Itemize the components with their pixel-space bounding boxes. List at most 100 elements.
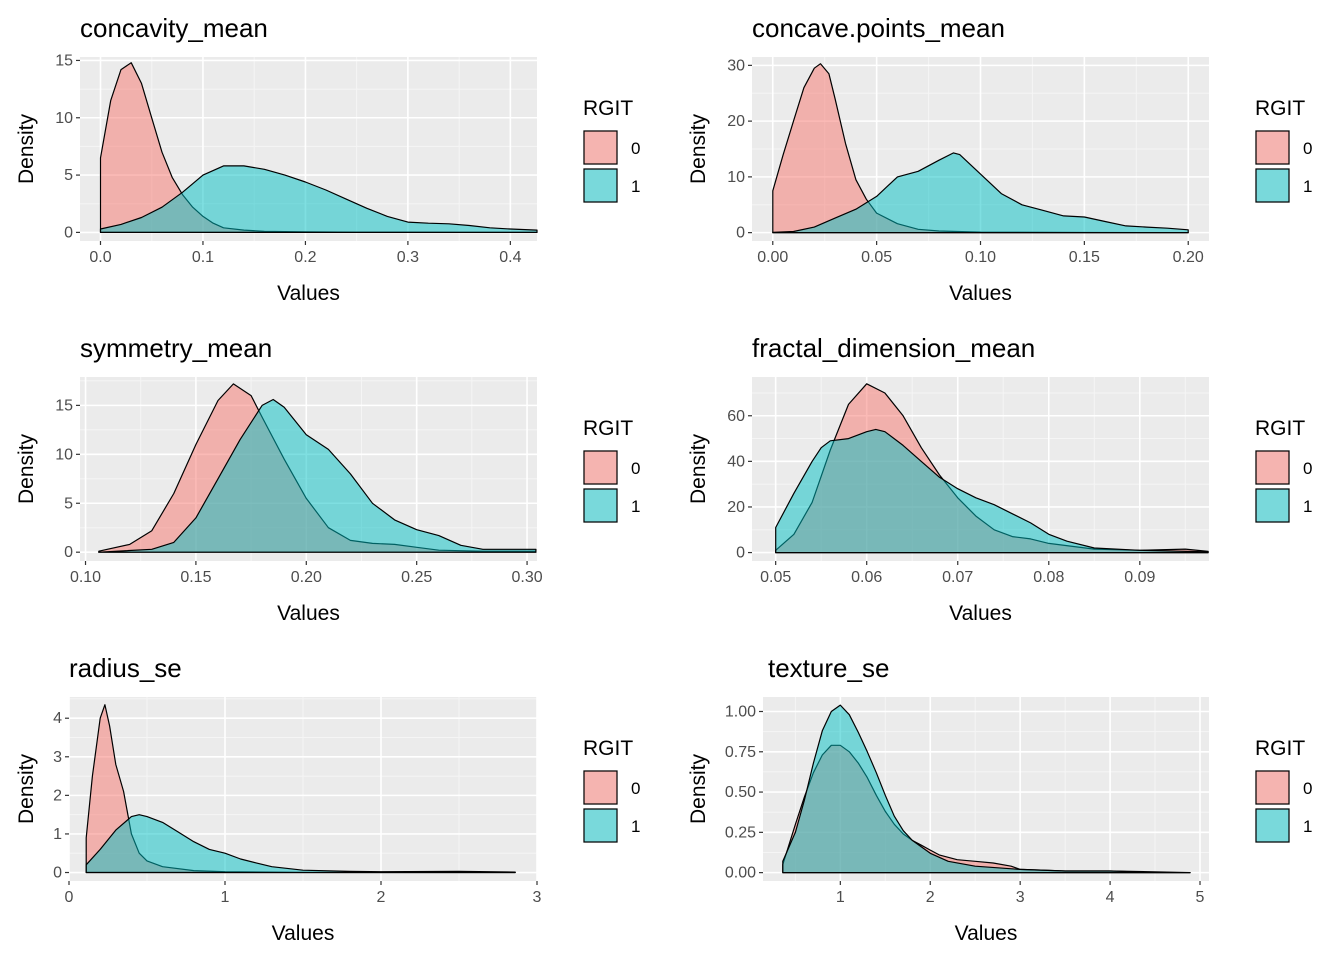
y-tick-label: 3 (53, 749, 62, 766)
x-axis-label: Values (272, 922, 335, 945)
y-tick-label: 15 (55, 397, 73, 414)
legend-title: RGIT (583, 737, 633, 760)
legend-label-0: 0 (631, 779, 640, 798)
legend-swatch-0 (1255, 450, 1290, 485)
x-tick-label: 0.15 (180, 569, 211, 586)
legend-label-1: 1 (1303, 497, 1312, 516)
legend: RGIT 0 1 (1255, 417, 1312, 523)
chart-title: radius_se (69, 653, 182, 683)
legend-label-1: 1 (631, 177, 640, 196)
legend: RGIT 0 1 (1255, 737, 1312, 843)
y-tick-label: 15 (55, 52, 73, 69)
density-area-1 (782, 704, 1191, 874)
y-tick-label: 4 (53, 710, 62, 727)
legend-title: RGIT (1255, 737, 1305, 760)
x-tick-label: 0.25 (401, 569, 432, 586)
x-axis-label: Values (949, 282, 1012, 305)
y-tick-label: 0.50 (725, 784, 756, 801)
legend-label-1: 1 (631, 817, 640, 836)
x-tick-label: 2 (377, 889, 386, 906)
legend: RGIT 0 1 (583, 737, 640, 843)
x-tick-label: 0.20 (291, 569, 322, 586)
chart-panel-fractal_dimension_mean: 0.05 0.06 0.07 0.08 0.09 0 20 40 60 fractal_dimen… (687, 333, 1312, 625)
x-tick-label: 0.08 (1033, 569, 1064, 586)
x-tick-label: 0.05 (861, 249, 892, 266)
x-axis-label: Values (949, 602, 1012, 625)
x-tick-label: 4 (1106, 889, 1115, 906)
y-tick-label: 5 (64, 167, 73, 184)
x-axis-label: Values (277, 282, 340, 305)
legend-title: RGIT (583, 417, 633, 440)
legend-swatch-1 (583, 168, 618, 203)
legend-label-1: 1 (1303, 177, 1312, 196)
legend-swatch-1 (1255, 168, 1290, 203)
y-tick-label: 0 (736, 545, 745, 562)
legend-swatch-0 (583, 770, 618, 805)
chart-title: concavity_mean (80, 13, 268, 43)
legend-swatch-0 (583, 450, 618, 485)
x-tick-label: 0.3 (397, 249, 419, 266)
x-tick-label: 0.10 (70, 569, 101, 586)
density-area-1 (98, 398, 537, 553)
legend-label-0: 0 (631, 459, 640, 478)
y-tick-label: 0.75 (725, 744, 756, 761)
legend: RGIT 0 1 (583, 97, 640, 203)
y-axis-label: Density (15, 433, 38, 504)
x-tick-label: 1 (221, 889, 230, 906)
y-tick-label: 40 (727, 453, 745, 470)
x-tick-label: 0.30 (511, 569, 542, 586)
legend-swatch-0 (583, 130, 618, 165)
y-tick-label: 60 (727, 408, 745, 425)
y-tick-label: 0.25 (725, 824, 756, 841)
x-tick-label: 0.05 (760, 569, 791, 586)
x-tick-label: 0.2 (294, 249, 316, 266)
chart-title: fractal_dimension_mean (752, 333, 1035, 363)
y-tick-label: 10 (55, 446, 73, 463)
y-tick-label: 20 (727, 499, 745, 516)
x-axis-label: Values (955, 922, 1018, 945)
x-tick-label: 1 (836, 889, 845, 906)
legend-label-0: 0 (1303, 459, 1312, 478)
x-tick-label: 0.09 (1124, 569, 1155, 586)
y-tick-label: 0 (736, 225, 745, 242)
chart-panel-symmetry_mean: 0.10 0.15 0.20 0.25 0.30 0 5 10 15 symmetry_mean V… (15, 333, 640, 625)
x-axis-label: Values (277, 602, 340, 625)
y-tick-label: 5 (64, 495, 73, 512)
x-tick-label: 5 (1196, 889, 1205, 906)
legend-label-1: 1 (631, 497, 640, 516)
legend-swatch-1 (1255, 808, 1290, 843)
y-axis-label: Density (15, 113, 38, 184)
chart-title: symmetry_mean (80, 333, 272, 363)
x-tick-label: 0.07 (942, 569, 973, 586)
y-tick-label: 1 (53, 826, 62, 843)
y-tick-label: 20 (727, 113, 745, 130)
legend: RGIT 0 1 (1255, 97, 1312, 203)
y-axis-label: Density (687, 113, 710, 184)
x-tick-label: 0.4 (499, 249, 521, 266)
legend-label-1: 1 (1303, 817, 1312, 836)
x-tick-label: 0.00 (757, 249, 788, 266)
density-area-1 (85, 814, 516, 874)
y-axis-label: Density (687, 753, 710, 824)
density-area-1 (772, 152, 1189, 234)
legend: RGIT 0 1 (583, 417, 640, 523)
x-tick-label: 3 (1016, 889, 1025, 906)
legend-swatch-0 (1255, 770, 1290, 805)
x-tick-label: 0.20 (1173, 249, 1204, 266)
legend-title: RGIT (583, 97, 633, 120)
legend-title: RGIT (1255, 97, 1305, 120)
legend-swatch-1 (583, 808, 618, 843)
y-tick-label: 10 (727, 169, 745, 186)
legend-label-0: 0 (631, 139, 640, 158)
legend-swatch-1 (1255, 488, 1290, 523)
chart-panel-concavity_mean: 0.0 0.1 0.2 0.3 0.4051015concavity_meanValue… (15, 13, 640, 305)
y-axis-label: Density (15, 753, 38, 824)
chart-panel-radius_se: 0 1 2 3 0 1 2 3 4 radius_se Values Density RGIT 0 1 (15, 653, 640, 945)
y-tick-label: 10 (55, 110, 73, 127)
x-tick-label: 0.1 (192, 249, 214, 266)
y-tick-label: 2 (53, 787, 62, 804)
x-tick-label: 0.0 (89, 249, 111, 266)
y-tick-label: 0 (64, 224, 73, 241)
chart-title: texture_se (768, 653, 889, 683)
density-area-1 (99, 165, 538, 233)
